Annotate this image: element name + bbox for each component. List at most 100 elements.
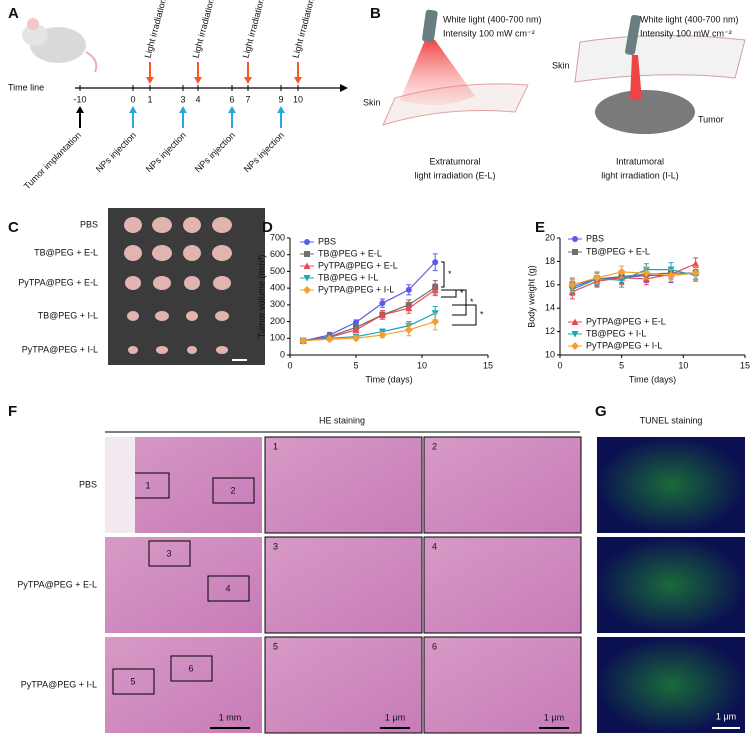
he-image xyxy=(264,536,423,634)
injection-label: NPs injection xyxy=(193,130,237,174)
tumor-sample xyxy=(152,245,172,261)
y-tick-label: 18 xyxy=(545,256,555,266)
marker xyxy=(325,335,334,344)
y-tick-label: 0 xyxy=(280,349,285,359)
legend-label: TB@PEG + E-L xyxy=(318,248,382,258)
marker xyxy=(431,317,440,326)
legend-label: PyTPA@PEG + E-L xyxy=(586,316,666,326)
significance-bracket xyxy=(441,289,457,298)
timeline-day: 6 xyxy=(229,94,234,104)
injection-label: NPs injection xyxy=(144,130,188,174)
tumor-sample xyxy=(124,217,142,233)
region-box xyxy=(212,477,255,504)
light-label: Light irradiation xyxy=(191,0,217,59)
marker xyxy=(572,236,578,242)
y-tick-label: 600 xyxy=(270,249,285,259)
skin-label: Skin xyxy=(552,60,570,70)
y-axis-label: Tumor volume (mm³) xyxy=(256,255,266,339)
series-line xyxy=(572,271,696,286)
light-source xyxy=(625,14,641,56)
light-arrow-head xyxy=(146,77,154,84)
panel-label: F xyxy=(8,403,17,420)
tunel-image xyxy=(597,537,745,633)
y-tick-label: 300 xyxy=(270,299,285,309)
marker xyxy=(379,300,386,307)
tumor xyxy=(595,90,695,134)
timeline-day: 10 xyxy=(293,94,303,104)
x-tick-label: 10 xyxy=(417,360,427,370)
region-label: 6 xyxy=(188,663,193,673)
marker xyxy=(692,260,700,267)
x-tick-label: 10 xyxy=(678,360,688,370)
light-label: Light irradiation xyxy=(291,0,317,59)
panel-label: B xyxy=(370,5,381,22)
marker xyxy=(353,319,359,326)
mouse xyxy=(85,51,98,73)
y-tick-label: 10 xyxy=(545,349,555,359)
region-label: 1 xyxy=(145,480,150,490)
region-box xyxy=(170,655,213,682)
panel-label: G xyxy=(595,403,607,420)
marker xyxy=(691,269,700,278)
inset-label: 2 xyxy=(432,441,437,451)
x-tick-label: 5 xyxy=(619,360,624,370)
fiber-light xyxy=(630,55,642,100)
marker xyxy=(667,271,675,280)
light-label: Light irradiation xyxy=(143,0,169,59)
tumor-sample xyxy=(184,276,200,290)
marker xyxy=(571,318,579,325)
tumor-sample xyxy=(215,311,229,321)
legend-label: TB@PEG + I-L xyxy=(586,328,646,338)
y-tick-label: 12 xyxy=(545,326,555,336)
y-tick-label: 20 xyxy=(545,232,555,242)
row-label: PyTPA@PEG + I-L xyxy=(22,344,98,354)
y-axis-label: Body weight (g) xyxy=(526,265,536,328)
scale-label: 1 μm xyxy=(716,711,736,721)
marker xyxy=(303,286,311,294)
caption: light irradiation (I-L) xyxy=(601,170,679,180)
region-box xyxy=(207,575,250,602)
injection-label: NPs injection xyxy=(242,130,286,174)
caption: Intratumoral xyxy=(616,156,664,166)
tumor-sample xyxy=(213,276,231,290)
light-spec: White light (400-700 nm) xyxy=(443,14,542,24)
marker xyxy=(352,334,360,343)
row-label: TB@PEG + I-L xyxy=(38,310,98,320)
legend-label: PyTPA@PEG + E-L xyxy=(318,260,398,270)
region-label: 2 xyxy=(230,485,235,495)
series-line xyxy=(572,268,696,291)
tunel-image xyxy=(597,637,745,733)
row-label: PyTPA@PEG + E-L xyxy=(17,579,97,589)
series-line xyxy=(303,286,436,342)
significance: * xyxy=(470,297,474,307)
tumor-label: Tumor xyxy=(698,114,724,124)
significance: * xyxy=(448,269,452,279)
series-line xyxy=(303,261,436,342)
marker xyxy=(405,286,412,293)
significance-bracket xyxy=(452,289,467,316)
significance: * xyxy=(480,309,484,319)
y-tick-label: 100 xyxy=(270,333,285,343)
x-tick-label: 5 xyxy=(353,360,358,370)
he-image xyxy=(105,537,262,633)
skin-label: Skin xyxy=(363,97,381,107)
series-line xyxy=(303,312,436,342)
significance-bracket xyxy=(452,304,477,326)
light-label: Light irradiation xyxy=(241,0,267,59)
series-line xyxy=(303,289,436,342)
implant-label: Tumor implantation xyxy=(22,130,83,191)
he-image xyxy=(264,636,423,734)
tumor-sample xyxy=(216,346,228,354)
legend-label: PyTPA@PEG + I-L xyxy=(586,340,662,350)
region-box xyxy=(148,540,191,567)
legend-label: PBS xyxy=(586,233,604,243)
tumor-sample xyxy=(186,311,198,321)
section-title: TUNEL staining xyxy=(640,415,703,425)
row-label: TB@PEG + E-L xyxy=(34,247,98,257)
significance-bracket xyxy=(441,261,445,288)
tumor-sample xyxy=(187,346,197,354)
marker xyxy=(642,269,651,278)
tunel-image xyxy=(597,437,745,533)
light-beam xyxy=(400,40,475,106)
marker xyxy=(303,275,311,282)
